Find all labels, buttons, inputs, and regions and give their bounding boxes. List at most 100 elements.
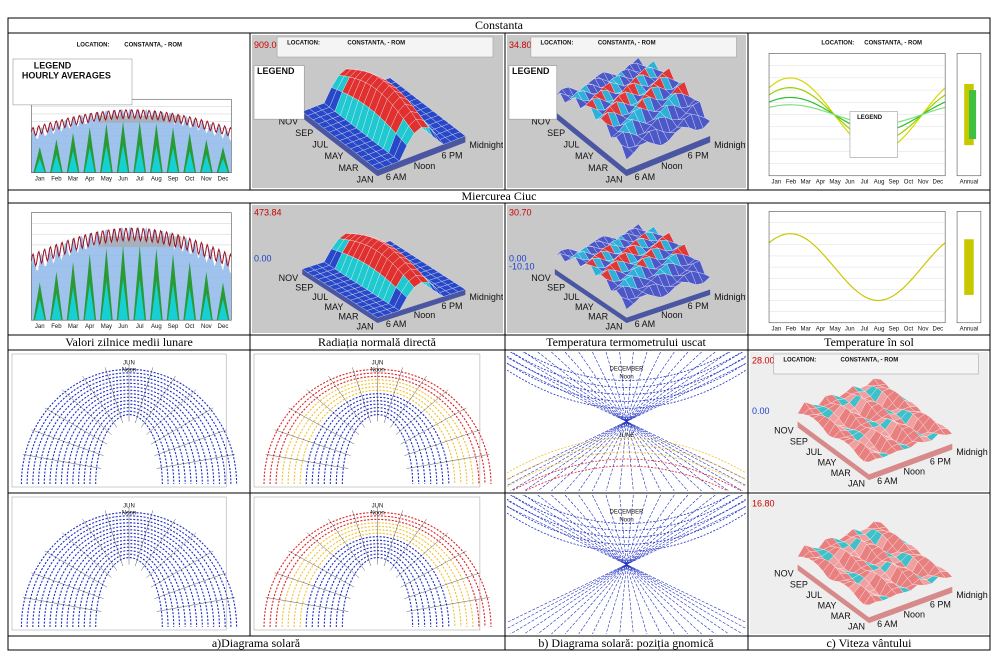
month-label: JAN: [605, 174, 622, 184]
month-label: Apr: [85, 324, 94, 330]
section-title: Constanta: [475, 18, 524, 32]
hour-label: Midnight: [469, 292, 504, 302]
hour-label: Noon: [414, 310, 436, 320]
max-value: 34.80: [509, 40, 532, 50]
month-label: JUN: [123, 504, 135, 510]
caption: c) Viteza vântului: [826, 636, 912, 650]
legend-title: LEGEND: [857, 115, 883, 121]
location-label: LOCATION:: [287, 41, 320, 47]
hour-label: Midnight: [956, 590, 991, 600]
hour-label: 6 AM: [386, 319, 407, 329]
month-label: JUN: [123, 361, 135, 367]
month-label: Sep: [888, 179, 899, 185]
legend-title: LEGEND: [34, 60, 72, 70]
month-label: Oct: [904, 326, 914, 332]
figure-content: NOVSEPJULMAYMARJANMidnight6 PMNoon6 AM90…: [252, 35, 504, 188]
noon-label: Noon: [619, 375, 633, 381]
hour-label: Midnight: [956, 447, 991, 457]
figure-content: NOVSEPJULMAYMARJANMidnight6 PMNoon6 AM16…: [750, 495, 991, 634]
figure-content: NOVSEPJULMAYMARJANMidnight6 PMNoon6 AM47…: [252, 205, 504, 333]
hour-label: Noon: [661, 161, 683, 171]
figure-content: DECEMBERNoonJUNE: [483, 342, 770, 500]
month-label: Feb: [786, 179, 797, 185]
month-label: Mar: [68, 324, 78, 330]
month-label: JAN: [605, 321, 622, 331]
month-label: DECEMBER: [609, 509, 644, 515]
month-label: Jan: [35, 176, 45, 182]
month-label: JUNE: [619, 433, 635, 439]
month-label: Jan: [772, 179, 782, 185]
noon-label: Noon: [619, 518, 633, 524]
month-label: JUL: [806, 590, 822, 600]
month-label: Jul: [861, 326, 869, 332]
month-label: MAY: [818, 457, 837, 467]
figure-sun: JUNNoon: [10, 495, 248, 634]
figure-content: NOVSEPJULMAYMARJANMidnight6 PMNoon6 AM30…: [507, 205, 749, 333]
figure-content: JanFebMarAprMayJunJulAugSepOctNovDecLOCA…: [10, 35, 248, 188]
month-label: SEP: [790, 579, 808, 589]
figure-content: JUNNoon: [10, 495, 248, 634]
location-value: CONSTANTA, - ROM: [124, 43, 182, 49]
month-label: Dec: [218, 324, 229, 330]
figure-gnomic: DECEMBER Noon: [483, 485, 770, 634]
figure-surface: NOVSEPJULMAYMARJANMidnight6 PMNoon6 AM16…: [750, 495, 991, 634]
month-label: Dec: [932, 326, 943, 332]
month-label: Jul: [136, 324, 144, 330]
month-label: Dec: [218, 176, 229, 182]
hour-label: 6 PM: [688, 150, 709, 160]
month-label: SEP: [295, 282, 313, 292]
month-label: May: [829, 179, 840, 185]
figure-monthly: JanFebMarAprMayJunJulAugSepOctNovDec: [10, 205, 248, 333]
month-label: SEP: [790, 436, 808, 446]
legend-box: [13, 59, 132, 105]
month-label: May: [101, 176, 112, 182]
month-label: May: [829, 326, 840, 332]
month-label: Jul: [861, 179, 869, 185]
month-label: Sep: [168, 176, 179, 182]
month-label: Dec: [932, 179, 943, 185]
month-label: Oct: [904, 179, 914, 185]
caption: b) Diagrama solară: poziția gnomică: [538, 636, 714, 650]
month-label: Apr: [85, 176, 94, 182]
figure-surface: NOVSEPJULMAYMARJANMidnight6 PMNoon6 AM34…: [507, 35, 749, 188]
month-label: MAY: [818, 600, 837, 610]
month-label: Jun: [845, 326, 855, 332]
caption: Radiația normală directă: [318, 335, 437, 349]
section-title: Miercurea Ciuc: [462, 189, 537, 203]
month-label: JUL: [806, 447, 822, 457]
annual-label: Annual: [960, 179, 979, 185]
month-label: SEP: [547, 128, 565, 138]
month-label: MAY: [575, 151, 594, 161]
hour-label: 6 AM: [877, 476, 898, 486]
month-label: Nov: [201, 176, 212, 182]
figure-content: JUNNoon: [252, 352, 503, 491]
month-label: JAN: [356, 321, 373, 331]
noon-label: Noon: [370, 368, 384, 374]
min-value: -10.10: [509, 261, 535, 271]
month-label: MAY: [325, 151, 344, 161]
caption: a)Diagrama solară: [212, 636, 301, 650]
month-label: JUL: [563, 292, 579, 302]
location-label: LOCATION:: [783, 358, 816, 364]
document-page: Constanta Miercurea Ciuc Valori zilnice …: [0, 0, 992, 651]
noon-label: Noon: [370, 511, 384, 517]
month-label: Nov: [918, 179, 929, 185]
month-label: MAR: [831, 611, 852, 621]
hour-label: Midnight: [714, 140, 749, 150]
month-label: Jan: [772, 326, 782, 332]
month-label: Jul: [136, 176, 144, 182]
month-label: JAN: [848, 479, 865, 489]
figure-sun: JUNNoon: [252, 495, 503, 634]
month-label: JUL: [312, 292, 328, 302]
month-label: NOV: [279, 273, 299, 283]
month-label: MAR: [338, 163, 359, 173]
caption: Valori zilnice medii lunare: [65, 335, 193, 349]
figure-monthly: JanFebMarAprMayJunJulAugSepOctNovDecLOCA…: [10, 35, 248, 188]
month-label: Oct: [185, 176, 195, 182]
annual-label: Annual: [960, 326, 979, 332]
legend-title: LEGEND: [257, 66, 295, 76]
